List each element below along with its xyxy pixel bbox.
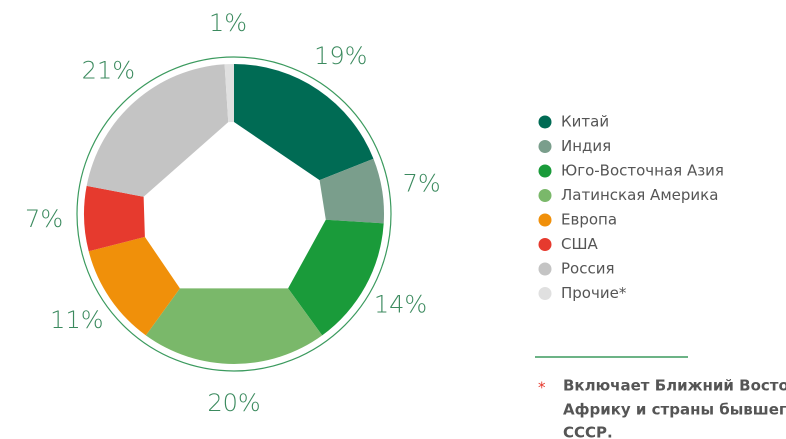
legend-label: Латинская Америка [561,186,718,204]
value-label: 1% [209,9,247,37]
legend-label: Юго-Восточная Азия [561,162,724,180]
outer-ring [76,56,392,372]
legend-label: Россия [561,260,615,278]
value-label: 7% [403,169,441,197]
value-label: 14% [374,291,427,319]
legend-label: Индия [561,137,611,155]
pie-slice [288,219,384,336]
pie-slice [319,158,384,224]
footnote-marker: * [538,379,546,397]
pie-slice [145,288,323,364]
pie-slice [224,64,234,123]
legend-marker [538,238,552,251]
legend-marker [538,164,552,178]
pie-slice [234,64,374,181]
legend-marker [538,189,552,202]
legend-marker [538,213,552,227]
legend-label: США [561,235,599,253]
legend-label: Европа [561,211,617,229]
legend-marker [538,140,552,153]
pie-slice [86,64,229,197]
footnote-line: Включает Ближний Восток, [563,377,786,395]
pie-slice [84,185,145,252]
legend-marker [538,115,552,129]
value-label: 7% [25,205,63,233]
value-label: 11% [50,306,103,334]
pie-slice [88,236,180,336]
footnote-line: Африку и страны бывшего [563,401,786,419]
legend-label: Китай [561,113,609,131]
footnote-line: СССР. [563,424,613,439]
value-label: 19% [314,42,367,70]
legend-marker [538,287,552,300]
legend-marker [538,262,552,276]
value-label: 21% [82,56,135,84]
value-label: 20% [207,389,260,417]
legend-label: Прочие* [561,284,627,302]
